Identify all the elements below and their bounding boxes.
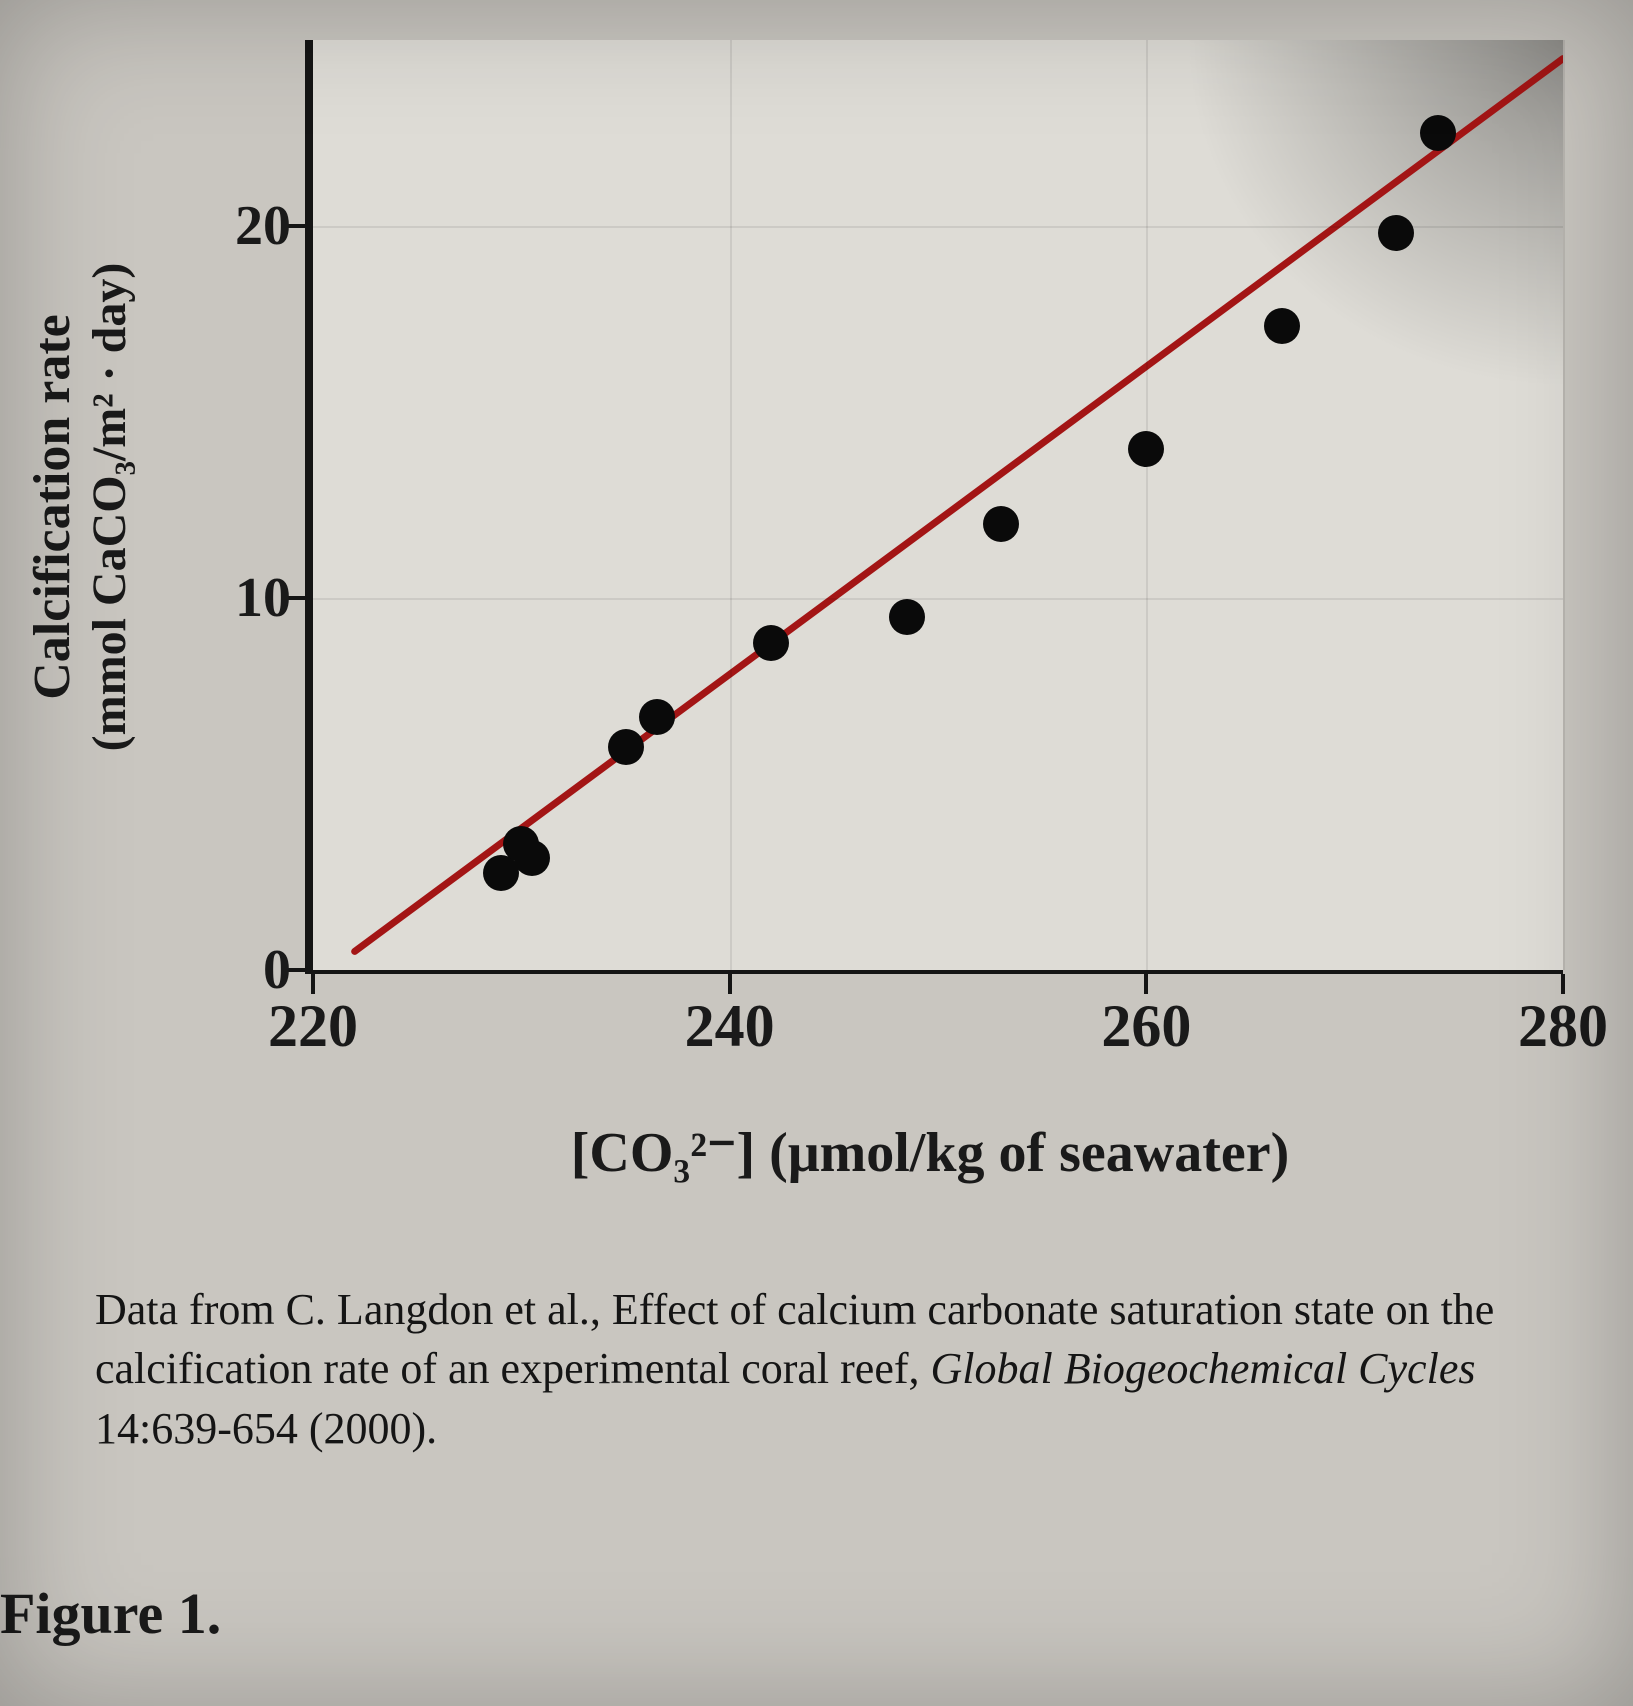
gridline-vertical (730, 40, 732, 970)
gridline-horizontal (313, 226, 1563, 228)
data-point (983, 506, 1019, 542)
gridline-vertical (1563, 40, 1565, 970)
figure-label: Figure 1. (0, 1580, 221, 1647)
y-axis-label-line1: Calcification rate (23, 57, 82, 957)
citation-journal: Global Biogeochemical Cycles (931, 1344, 1476, 1393)
data-point (1420, 115, 1456, 151)
x-tick-label: 260 (1101, 970, 1191, 1061)
page-root: Calcification rate (mmol CaCO₃/m² · day)… (0, 0, 1633, 1706)
plot-area: 01020220240260280 (305, 40, 1563, 974)
data-point (889, 599, 925, 635)
data-point (1128, 431, 1164, 467)
data-point (639, 699, 675, 735)
x-tick-label: 280 (1518, 970, 1608, 1061)
x-axis-label: [CO₃²⁻] (μmol/kg of seawater) (300, 1120, 1560, 1185)
citation: Data from C. Langdon et al., Effect of c… (95, 1280, 1615, 1458)
y-axis-label: Calcification rate (mmol CaCO₃/m² · day) (23, 57, 137, 957)
data-point (514, 840, 550, 876)
x-tick-label: 240 (685, 970, 775, 1061)
x-tick-label: 220 (268, 970, 358, 1061)
y-tick-label: 10 (235, 566, 313, 630)
y-axis-label-line2: (mmol CaCO₃/m² · day) (82, 57, 137, 957)
trend-line (355, 59, 1563, 952)
x-axis-label-text: [CO₃²⁻] (μmol/kg of seawater) (571, 1122, 1289, 1184)
gridline-vertical (1146, 40, 1148, 970)
data-point (1378, 215, 1414, 251)
citation-suffix: 14:639-654 (2000). (95, 1404, 437, 1453)
y-tick-label: 20 (235, 194, 313, 258)
data-point (608, 729, 644, 765)
data-point (753, 625, 789, 661)
data-point (1264, 308, 1300, 344)
gridline-horizontal (313, 598, 1563, 600)
trend-line-svg (313, 40, 1563, 970)
